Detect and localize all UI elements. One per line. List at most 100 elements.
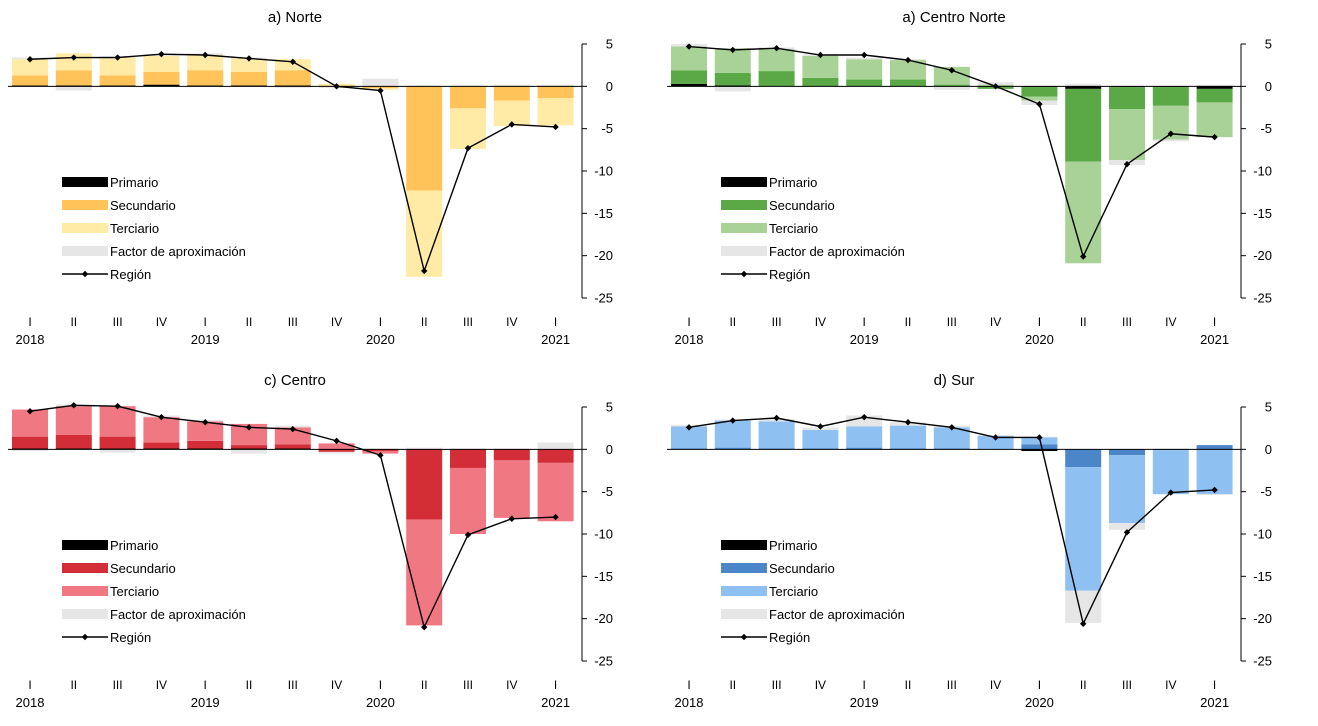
legend-label: Secundario (769, 198, 835, 213)
legend-swatch-factor (62, 246, 108, 256)
bar-secundario-10 (1109, 449, 1145, 456)
bar-terciario-5 (231, 423, 267, 446)
bar-secundario-9 (1065, 88, 1102, 162)
bar-secundario-4 (846, 79, 883, 87)
bar-secundario-9 (406, 449, 443, 520)
x-tick-label: II (905, 678, 912, 692)
bar-factor-12 (537, 442, 574, 450)
region-marker-12 (552, 123, 559, 131)
y-tick-label: -5 (601, 484, 613, 499)
bar-secundario-12 (537, 449, 574, 463)
bar-secundario-1 (55, 70, 92, 86)
bar-primario-12 (1196, 86, 1233, 89)
bar-factor-7 (318, 451, 355, 454)
bar-secundario-2 (99, 75, 136, 86)
x-tick-label: II (1080, 678, 1087, 692)
region-marker-11 (508, 515, 515, 522)
bar-secundario-4 (846, 447, 883, 450)
bar-terciario-7 (318, 443, 355, 450)
y-tick-label: -10 (594, 164, 613, 179)
legend-label: Región (110, 267, 151, 282)
x-tick-label: I (554, 315, 557, 329)
bar-terciario-3 (802, 429, 839, 449)
bar-secundario-5 (231, 445, 267, 449)
y-tick-label: -15 (594, 206, 613, 221)
legend-marker-region (740, 270, 748, 278)
y-tick-label: -15 (1253, 206, 1272, 221)
x-tick-label: III (1122, 315, 1132, 329)
legend-swatch-secundario (62, 563, 108, 573)
bar-secundario-8 (1021, 444, 1058, 450)
legend: Primario Secundario Terciario Factor de apr… (721, 175, 905, 282)
x-tick-label: II (70, 678, 77, 692)
legend-label: Primario (769, 538, 817, 553)
legend-swatch-primario (62, 177, 108, 187)
region-marker-5 (904, 419, 912, 426)
region-marker-2 (114, 402, 121, 410)
region-marker-6 (289, 425, 296, 433)
x-tick-label: IV (815, 678, 826, 692)
x-tick-label: IV (156, 678, 167, 692)
bar-secundario-0 (12, 436, 48, 449)
y-tick-label: -25 (1253, 654, 1272, 669)
legend-label: Factor de aproximación (769, 244, 905, 259)
y-tick-label: -10 (1253, 164, 1272, 179)
legend-label: Secundario (769, 561, 835, 576)
region-marker-7 (333, 437, 340, 445)
year-label: 2018 (675, 695, 704, 710)
x-tick-label: IV (331, 315, 342, 329)
bar-factor-2 (99, 449, 136, 453)
y-tick-label: -10 (1253, 527, 1272, 542)
bar-terciario-3 (143, 55, 180, 72)
year-label: 2021 (541, 695, 570, 710)
bar-secundario-4 (187, 70, 224, 86)
bar-terciario-4 (187, 55, 224, 71)
bar-factor-6 (933, 86, 970, 90)
x-tick-label: IV (815, 315, 826, 329)
bar-terciario-5 (890, 60, 926, 80)
legend-swatch-primario (721, 177, 767, 187)
region-marker-5 (245, 55, 253, 62)
year-label: 2018 (16, 695, 45, 710)
bar-terciario-4 (187, 421, 224, 441)
legend-label: Región (769, 267, 810, 282)
x-tick-label: I (28, 315, 31, 329)
legend-label: Secundario (110, 561, 176, 576)
y-tick-label: 0 (1265, 442, 1272, 457)
legend-marker-region (740, 633, 748, 641)
x-tick-label: IV (990, 315, 1001, 329)
legend-marker-region (81, 633, 89, 641)
legend-marker-region (81, 270, 89, 278)
year-label: 2018 (675, 332, 704, 347)
region-marker-9 (421, 623, 428, 631)
x-tick-label: I (204, 315, 207, 329)
bar-secundario-3 (143, 71, 180, 85)
y-tick-label: 5 (606, 37, 613, 52)
y-tick-label: -20 (594, 611, 613, 626)
x-tick-label: I (1213, 315, 1216, 329)
x-tick-label: III (463, 678, 473, 692)
y-tick-label: -20 (594, 248, 613, 263)
region-marker-10 (464, 144, 472, 152)
year-label: 2021 (1200, 695, 1229, 710)
y-tick-label: -20 (1253, 248, 1272, 263)
bars-group (12, 404, 574, 626)
bar-secundario-9 (406, 86, 443, 191)
x-tick-label: I (1213, 678, 1216, 692)
bar-terciario-12 (1196, 102, 1233, 138)
bar-factor-12 (1196, 84, 1233, 87)
region-marker-1 (70, 402, 77, 409)
region-marker-2 (114, 54, 121, 61)
y-tick-label: 0 (1265, 79, 1272, 94)
x-tick-label: II (246, 315, 253, 329)
region-marker-3 (158, 50, 165, 58)
x-tick-label: III (288, 315, 298, 329)
bar-terciario-10 (1109, 109, 1145, 160)
bar-terciario-11 (493, 460, 530, 518)
bar-terciario-2 (99, 57, 136, 76)
region-marker-4 (202, 419, 209, 426)
year-label: 2020 (1025, 332, 1054, 347)
